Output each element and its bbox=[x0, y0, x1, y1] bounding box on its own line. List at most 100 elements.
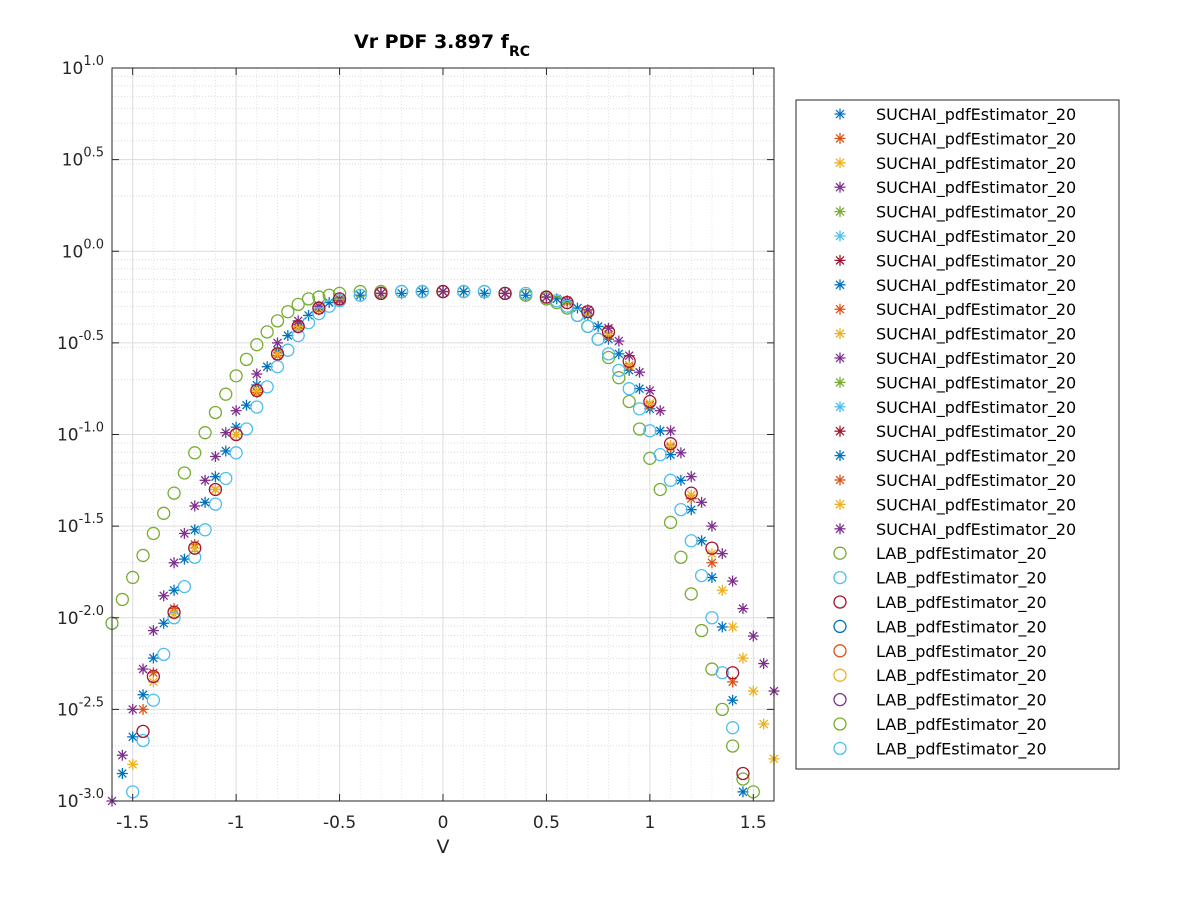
asterisk-stroke bbox=[128, 732, 138, 742]
legend-label: SUCHAI_pdfEstimator_20 bbox=[876, 373, 1076, 393]
y-tick-base: 10 bbox=[62, 59, 84, 79]
data-point bbox=[250, 338, 264, 352]
asterisk-stroke bbox=[666, 450, 675, 460]
asterisk-stroke bbox=[221, 446, 231, 456]
legend-marker bbox=[834, 523, 846, 535]
data-point bbox=[188, 541, 202, 555]
legend-marker bbox=[834, 498, 846, 510]
asterisk-stroke bbox=[252, 369, 262, 379]
data-point bbox=[654, 425, 666, 437]
legend-marker bbox=[834, 279, 846, 291]
data-point bbox=[115, 592, 129, 607]
legend-entry: SUCHAI_pdfEstimator_20 bbox=[834, 325, 1076, 345]
asterisk-stroke bbox=[645, 386, 655, 395]
data-point bbox=[415, 284, 429, 299]
data-point bbox=[229, 369, 243, 383]
legend-label: SUCHAI_pdfEstimator_20 bbox=[876, 398, 1076, 418]
asterisk-stroke bbox=[624, 360, 634, 370]
y-tick-label: 10-1.0 bbox=[57, 421, 104, 446]
asterisk-stroke bbox=[190, 543, 200, 553]
chart-title-main: Vr PDF 3.897 f bbox=[354, 31, 510, 53]
data-point bbox=[685, 471, 697, 483]
y-tick-label: 10-2.0 bbox=[57, 604, 104, 629]
legend-marker bbox=[834, 474, 846, 486]
asterisk-stroke bbox=[835, 524, 845, 534]
data-point bbox=[592, 320, 604, 332]
legend-marker bbox=[834, 206, 846, 218]
data-point bbox=[167, 605, 181, 619]
data-point bbox=[737, 603, 749, 615]
data-point bbox=[675, 474, 687, 486]
data-point bbox=[127, 703, 139, 715]
data-point bbox=[137, 703, 149, 715]
data-point bbox=[272, 337, 283, 349]
asterisk-stroke bbox=[242, 400, 251, 410]
data-point bbox=[632, 422, 647, 436]
data-point bbox=[136, 724, 150, 739]
data-point bbox=[716, 584, 728, 596]
data-point bbox=[519, 286, 533, 301]
legend-label: LAB_pdfEstimator_20 bbox=[876, 691, 1047, 711]
data-point bbox=[674, 502, 688, 517]
y-tick-exponent: -2.5 bbox=[79, 695, 104, 710]
legend-label: SUCHAI_pdfEstimator_20 bbox=[876, 447, 1076, 467]
data-point bbox=[208, 405, 223, 420]
data-point bbox=[737, 652, 749, 664]
y-tick-label: 10-0.5 bbox=[57, 329, 104, 354]
data-point bbox=[353, 284, 367, 299]
data-point bbox=[458, 286, 470, 298]
data-point bbox=[653, 482, 667, 497]
asterisk-stroke bbox=[179, 529, 189, 538]
asterisk-stroke bbox=[128, 759, 138, 769]
data-point bbox=[437, 286, 449, 298]
data-point bbox=[715, 666, 729, 680]
legend-marker bbox=[834, 401, 846, 413]
data-point bbox=[736, 766, 750, 781]
data-point bbox=[209, 471, 221, 483]
data-point bbox=[220, 445, 232, 457]
data-point bbox=[457, 284, 471, 299]
data-point bbox=[622, 394, 636, 409]
asterisk-stroke bbox=[211, 472, 220, 482]
asterisk-stroke bbox=[655, 406, 665, 416]
data-point bbox=[684, 534, 698, 548]
data-point bbox=[137, 663, 149, 675]
data-point bbox=[270, 360, 285, 374]
data-point bbox=[654, 405, 666, 417]
data-point bbox=[622, 354, 636, 368]
asterisk-stroke bbox=[835, 280, 845, 290]
asterisk-stroke bbox=[542, 292, 551, 302]
data-point bbox=[715, 702, 729, 717]
asterisk-stroke bbox=[128, 704, 138, 714]
data-point bbox=[725, 739, 740, 753]
asterisk-stroke bbox=[283, 331, 293, 340]
data-point bbox=[560, 295, 574, 310]
asterisk-stroke bbox=[521, 290, 531, 300]
asterisk-stroke bbox=[666, 426, 675, 436]
asterisk-stroke bbox=[835, 475, 845, 485]
data-point bbox=[229, 427, 243, 442]
data-point bbox=[158, 617, 170, 629]
data-point bbox=[499, 287, 511, 299]
data-point bbox=[126, 570, 140, 585]
x-tick-label: 0.5 bbox=[533, 813, 560, 833]
x-tick-label: 0 bbox=[438, 813, 449, 833]
y-tick-exponent: -2.0 bbox=[79, 604, 104, 619]
legend-entry: SUCHAI_pdfEstimator_20 bbox=[834, 471, 1076, 491]
legend-label: SUCHAI_pdfEstimator_20 bbox=[876, 325, 1076, 345]
data-point bbox=[612, 363, 626, 378]
data-point bbox=[291, 328, 305, 343]
data-point bbox=[291, 319, 305, 334]
legend-label: LAB_pdfEstimator_20 bbox=[876, 593, 1047, 613]
data-point bbox=[147, 625, 159, 637]
data-point bbox=[674, 550, 688, 564]
asterisk-stroke bbox=[583, 305, 593, 315]
data-point bbox=[136, 548, 150, 563]
legend-marker bbox=[833, 619, 847, 634]
asterisk-stroke bbox=[835, 353, 845, 363]
data-point bbox=[643, 424, 657, 438]
legend-entry: SUCHAI_pdfEstimator_20 bbox=[834, 349, 1076, 369]
legend-entry: LAB_pdfEstimator_20 bbox=[833, 544, 1047, 564]
legend-entry: LAB_pdfEstimator_20 bbox=[833, 569, 1047, 589]
data-point bbox=[634, 366, 646, 378]
